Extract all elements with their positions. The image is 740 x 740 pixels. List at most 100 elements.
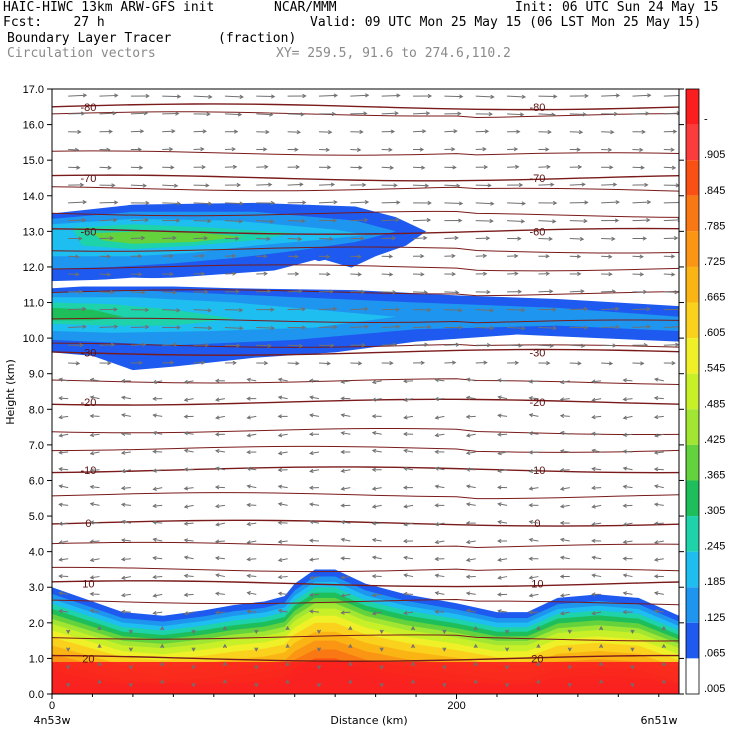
vector-arrowhead [576, 147, 581, 152]
circulation-vector [372, 398, 382, 401]
vector-arrowhead [75, 361, 81, 366]
vector-arrowhead [128, 665, 133, 670]
vector-arrowhead [113, 324, 119, 329]
vector-arrowhead [528, 486, 533, 491]
circulation-vector [381, 344, 397, 346]
vector-arrowhead [434, 484, 439, 489]
vector-arrowhead [483, 165, 489, 170]
circulation-vector [215, 504, 225, 508]
vector-arrowhead [294, 271, 300, 277]
vector-arrowhead [497, 520, 502, 525]
vector-arrowhead [364, 200, 370, 205]
vector-arrowhead [576, 254, 582, 259]
vector-arrowhead [363, 111, 368, 116]
vector-arrowhead [371, 467, 376, 472]
vector-arrowhead [78, 289, 84, 294]
circulation-vector [193, 255, 204, 257]
vector-arrowhead [333, 324, 338, 330]
circulation-vector [663, 166, 676, 169]
vector-arrowhead [106, 272, 112, 277]
vector-arrowhead [490, 201, 495, 206]
circulation-vector [184, 539, 194, 542]
vector-arrowhead [309, 413, 314, 418]
circulation-vector [130, 237, 145, 239]
temperature-contour-label: 10 [531, 579, 543, 591]
vector-arrowhead [434, 556, 439, 562]
y-tick-label: 9.0 [29, 369, 44, 381]
vector-arrowhead [340, 593, 345, 598]
vector-arrowhead [559, 468, 565, 473]
vector-arrowhead [559, 379, 565, 385]
circulation-vector [99, 344, 115, 346]
vector-arrowhead [497, 502, 502, 507]
vector-arrowhead [176, 201, 182, 206]
vector-arrowhead [434, 396, 439, 402]
circulation-vector [121, 576, 131, 579]
vector-arrowhead [528, 450, 533, 455]
circulation-vector [498, 469, 508, 472]
y-tick-label: 0.0 [29, 689, 44, 701]
circulation-vector [404, 398, 414, 401]
x-end-label-left: 4n53w [34, 714, 71, 727]
vector-arrowhead [246, 540, 251, 545]
vector-arrowhead [152, 430, 157, 436]
vector-arrowhead [473, 679, 478, 684]
vector-arrowhead [296, 130, 302, 135]
circulation-vector [90, 396, 100, 400]
vector-arrowhead [434, 591, 440, 596]
circulation-vector [318, 94, 337, 97]
vector-arrowhead [121, 519, 126, 525]
vector-arrowhead [144, 218, 149, 223]
temperature-contour-line [52, 445, 679, 453]
vector-arrowhead [646, 200, 652, 205]
vector-arrowhead [266, 236, 271, 242]
colorbar-swatch [686, 231, 699, 267]
vector-arrowhead [142, 183, 147, 188]
circulation-vector [310, 576, 320, 579]
circulation-vector [632, 201, 651, 204]
circulation-vector [560, 380, 570, 384]
vector-arrowhead [74, 147, 80, 152]
vector-arrowhead [371, 574, 377, 579]
vector-arrowhead [653, 414, 659, 420]
circulation-vector [341, 487, 351, 490]
circulation-vector [215, 486, 225, 489]
vector-arrowhead [238, 307, 244, 313]
temperature-contour-label: -60 [80, 226, 96, 238]
circulation-vector [404, 556, 414, 560]
vector-arrowhead [246, 433, 251, 438]
vector-arrowhead [403, 555, 408, 560]
circulation-vector [90, 503, 100, 506]
vector-arrowhead [183, 397, 189, 402]
vector-arrowhead [121, 413, 126, 418]
colorbar-swatch [686, 658, 699, 694]
vector-arrowhead [528, 593, 534, 598]
circulation-vector [404, 504, 414, 508]
vector-arrowhead [403, 610, 408, 616]
vector-arrowhead [340, 431, 345, 436]
vector-arrowhead [263, 360, 269, 366]
colorbar-swatch [686, 124, 699, 161]
vector-arrowhead [169, 360, 175, 365]
circulation-vector [121, 433, 131, 435]
vector-arrowhead [615, 200, 620, 205]
temperature-contour-label: -20 [529, 397, 545, 409]
vector-arrowhead [269, 112, 274, 117]
circulation-vector [498, 396, 508, 400]
vector-arrowhead [246, 466, 251, 471]
vector-arrowhead [89, 413, 94, 419]
circulation-vector [507, 202, 525, 205]
circulation-vector [130, 130, 144, 133]
cross-section-endpoints: XY= 259.5, 91.6 to 274.6,110.2 [276, 46, 511, 61]
circulation-vector [59, 610, 69, 613]
vector-arrowhead [622, 556, 627, 561]
vector-arrowhead [208, 201, 213, 206]
vector-arrowhead [183, 379, 189, 384]
vector-arrowhead [653, 591, 659, 596]
circulation-vector [560, 593, 570, 597]
vector-arrowhead [309, 557, 314, 562]
vector-arrowhead [371, 397, 377, 402]
colorbar-swatch [686, 89, 699, 125]
vector-arrowhead [514, 253, 519, 259]
vector-arrowhead [420, 254, 425, 259]
